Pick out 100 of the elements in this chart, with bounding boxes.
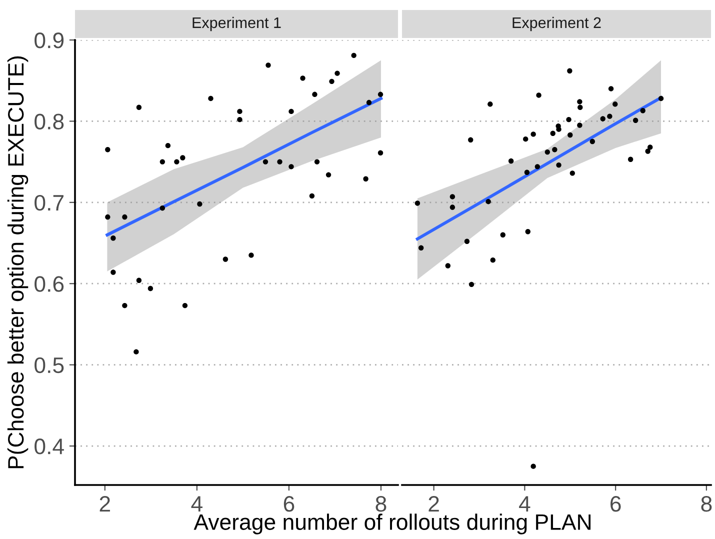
point [418,245,424,250]
point [577,122,582,128]
point [534,164,540,170]
point [468,137,474,142]
y-tick-label: 0.6 [34,276,64,292]
point [122,214,128,220]
point [110,270,116,275]
point [277,159,282,164]
point [628,156,634,162]
y-tick-label: 0.8 [34,114,64,130]
x-axis-title: Average number of rollouts during PLAN [194,514,590,534]
point [648,144,653,150]
point [288,108,294,114]
x-tick-label: 4 [191,496,202,512]
point [248,252,254,258]
point [148,286,154,292]
point [110,236,116,241]
point [450,204,456,210]
point [570,170,576,176]
point [464,238,470,244]
point [552,147,558,152]
x-tick-label: 6 [610,496,621,512]
point [122,302,128,308]
point [105,214,110,220]
point [266,62,271,68]
point [568,132,573,138]
point [174,159,180,164]
point [632,118,638,123]
point [590,138,595,144]
point [180,155,186,160]
point [351,52,356,58]
point [566,116,572,122]
point [508,158,514,164]
point [607,114,612,119]
point [165,142,171,148]
point [378,92,384,98]
point [288,164,294,170]
point [524,170,530,175]
y-tick-label: 0.7 [34,194,64,211]
point [486,199,491,204]
line-series [106,96,383,236]
point [378,150,384,156]
point [612,102,618,107]
x-tick-label: 4 [519,496,530,512]
x-tick-label: 2 [100,496,110,512]
point [334,70,340,76]
point [525,229,530,234]
point [237,116,242,122]
point [363,176,368,182]
point [658,96,664,102]
chart-title: Experiment 2 [512,16,601,32]
point [160,159,166,164]
point [182,302,188,308]
point [134,349,139,354]
point [544,149,550,155]
y-axis-title: P(Choose better option during EXECUTE) [7,56,28,468]
point [578,104,583,110]
x-tick-label: 8 [701,496,712,512]
point [314,159,320,164]
x-tick-label: 2 [428,496,439,512]
point [608,86,614,92]
point [366,100,372,106]
point [300,76,306,81]
point [450,194,456,200]
point [105,147,110,152]
point [222,256,228,262]
chart-title: Experiment 1 [192,16,281,32]
point [136,278,142,283]
point [500,232,506,238]
point [208,96,214,102]
point [577,99,582,104]
point [536,92,542,98]
point [488,102,493,107]
point [414,200,420,206]
point [600,116,606,122]
point [530,464,536,469]
point [445,263,450,268]
point [490,257,496,263]
point [329,78,334,84]
point [523,136,528,142]
y-tick-label: 0.5 [34,357,64,374]
point [556,162,562,168]
point [312,92,318,98]
point [160,205,166,211]
y-tick-label: 0.9 [34,32,64,48]
point [640,108,646,114]
point [309,193,315,199]
y-tick-label: 0.4 [34,438,64,454]
point [567,68,572,74]
point [197,201,202,207]
point [262,159,268,164]
point [326,172,332,178]
point [468,282,474,288]
x-tick-label: 8 [376,496,386,512]
point [136,104,142,110]
point [237,108,242,114]
point [645,148,650,154]
point [530,132,536,137]
x-tick-label: 6 [284,496,294,512]
point [550,130,556,136]
